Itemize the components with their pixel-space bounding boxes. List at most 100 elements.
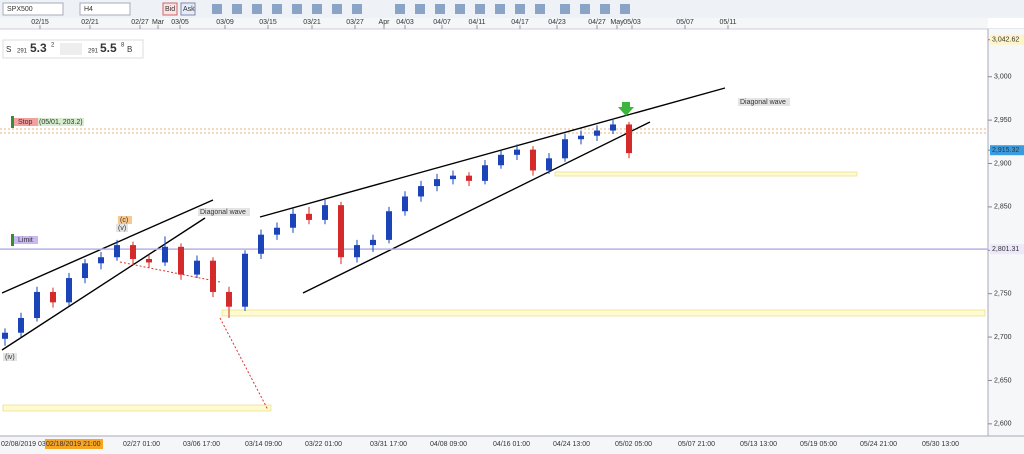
sell-label: S [6,45,11,54]
y-tick-label: 2,900 [994,160,1012,167]
x-tick-label: 03/22 01:00 [305,441,342,448]
tool-icon[interactable] [252,4,262,14]
candle-body [242,253,248,307]
tool-icon[interactable] [435,4,445,14]
x-tick-label: 03/05 [171,19,189,26]
x-tick-label: 04/03 [396,19,414,26]
x-tick-label: 04/08 09:00 [430,441,467,448]
candle-body [498,154,504,166]
candle-body [290,213,296,228]
x-tick-label: 02/15 [31,19,49,26]
x-tick-label: Apr [379,19,391,26]
zone [221,309,986,317]
trendline [1,217,206,351]
tool-icon[interactable] [475,4,485,14]
annotation: Diagonal wave [740,99,786,106]
tool-icon[interactable] [292,4,302,14]
timeframe-select[interactable] [79,2,131,16]
tool-icon[interactable] [495,4,505,14]
x-tick-label: 05/07 [676,19,694,26]
tool-icon[interactable] [580,4,590,14]
tool-icon[interactable] [415,4,425,14]
annotation-bg [118,216,132,224]
toolbar-bg [0,0,1024,18]
candle-body [530,149,536,171]
tool-icon[interactable] [600,4,610,14]
candle-body [322,205,328,220]
highlight [45,439,103,449]
candle-body [562,139,568,159]
annotation: (v) [118,225,126,232]
projection [219,317,269,411]
candle-body [98,257,104,264]
candle-body [178,246,184,275]
symbol-select[interactable] [2,2,64,16]
candle-body [514,149,520,155]
x-tick-label: 03/09 [216,19,234,26]
candle-body [274,227,280,235]
candle-body [450,175,456,180]
order-detail: (05/01, 203.2) [39,119,83,126]
tool-icon[interactable] [620,4,630,14]
x-tick-label: 04/23 [548,19,566,26]
zone [554,171,858,177]
x-tick-label: Mar [152,19,165,26]
candle-body [482,165,488,181]
candle-body [162,246,168,263]
annotation-bg [738,98,790,106]
candle-body [34,291,40,318]
order-label: Limit [18,237,33,244]
tool-icon[interactable] [272,4,282,14]
symbol: SPX500 [7,6,33,13]
tool-icon[interactable] [395,4,405,14]
zone [2,404,272,412]
tool-icon[interactable] [212,4,222,14]
buy-label: B [127,45,132,54]
candle-body [626,124,632,154]
order-label: Stop [18,119,33,126]
candle-body [2,332,8,339]
price-label: 2,915.32 [992,147,1019,154]
price-label: 2,801.31 [992,246,1019,253]
candle-body [130,245,136,259]
tool-icon[interactable] [515,4,525,14]
tool-icon[interactable] [560,4,570,14]
y-tick-label: 2,650 [994,377,1012,384]
tool-icon[interactable] [312,4,322,14]
x-tick-label: 03/14 09:00 [245,441,282,448]
x-tick-label: 05/19 05:00 [800,441,837,448]
annotation: (c) [120,217,128,224]
x-tick-label: 02/27 [131,19,149,26]
spread-box [60,43,82,55]
x-tick-label: 04/16 01:00 [493,441,530,448]
order-detail-bg [38,118,84,126]
tool-icon[interactable] [535,4,545,14]
x-tick-label: 05/30 13:00 [922,441,959,448]
y-tick-label: 2,850 [994,204,1012,211]
sell-sup: 2 [51,43,55,49]
x-tick-label: 04/11 [469,19,486,26]
candle-body [114,245,120,258]
annotation-bg [3,353,17,361]
tool-icon[interactable] [455,4,465,14]
x-tick-label: 04/07 [433,19,451,26]
quote-box: S 291 5.3 2 291 5.5 8 B [2,39,144,59]
tool-icon[interactable] [232,4,242,14]
ask-button[interactable] [180,2,196,16]
order-label-bg [14,236,38,244]
candle-body [370,239,376,246]
x-tick-label: 05/03 [623,19,641,26]
sell-big: 291 [17,49,28,55]
candle-body [354,245,360,258]
x-tick-label: 04/27 [588,19,606,26]
candle-body [50,291,56,303]
time-axis-bg [0,436,1024,454]
bid-button[interactable] [162,2,178,16]
tool-icon[interactable] [352,4,362,14]
tool-icon[interactable] [332,4,342,14]
candle-body [226,291,232,307]
annotation: Diagonal wave [200,209,246,216]
annotation: (iv) [5,354,15,361]
order-marker [11,234,14,246]
buy-big: 291 [88,49,99,55]
